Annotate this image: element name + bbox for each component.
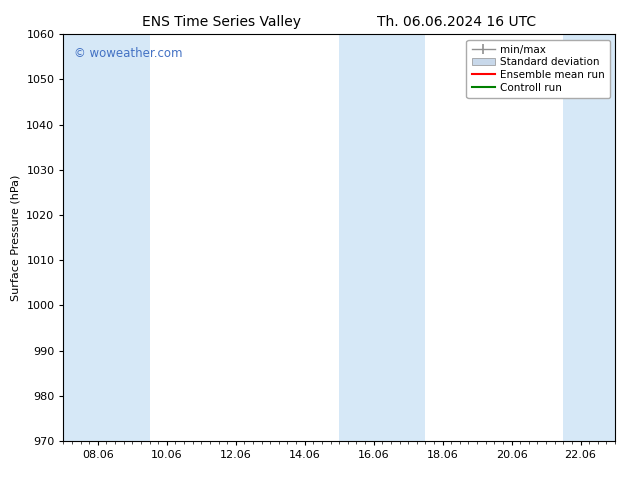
Bar bbox=[339, 34, 425, 441]
Text: Th. 06.06.2024 16 UTC: Th. 06.06.2024 16 UTC bbox=[377, 15, 536, 29]
Text: ENS Time Series Valley: ENS Time Series Valley bbox=[143, 15, 301, 29]
Y-axis label: Surface Pressure (hPa): Surface Pressure (hPa) bbox=[11, 174, 21, 301]
Bar bbox=[563, 34, 615, 441]
Legend: min/max, Standard deviation, Ensemble mean run, Controll run: min/max, Standard deviation, Ensemble me… bbox=[467, 40, 610, 98]
Text: © woweather.com: © woweather.com bbox=[74, 47, 183, 59]
Bar bbox=[63, 34, 150, 441]
